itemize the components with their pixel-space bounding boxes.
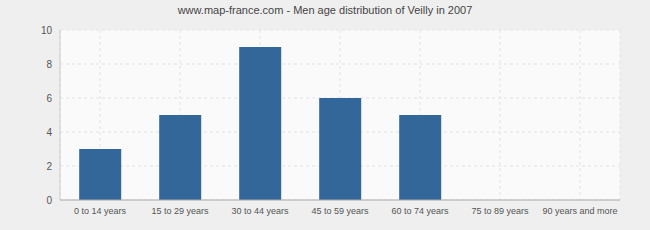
svg-text:75 to 89 years: 75 to 89 years [471,206,529,216]
svg-text:90 years and more: 90 years and more [542,206,617,216]
svg-text:45 to 59 years: 45 to 59 years [311,206,369,216]
svg-text:60 to 74 years: 60 to 74 years [391,206,449,216]
svg-text:6: 6 [46,93,52,104]
svg-text:15 to 29 years: 15 to 29 years [151,206,209,216]
svg-text:0: 0 [46,195,52,206]
svg-text:30 to 44 years: 30 to 44 years [231,206,289,216]
svg-text:4: 4 [46,127,52,138]
svg-text:2: 2 [46,161,52,172]
svg-text:0 to 14 years: 0 to 14 years [74,206,127,216]
svg-text:8: 8 [46,59,52,70]
html-text:www.map-france.com - Men age d: www.map-france.com - Men age distributio… [177,4,473,16]
svg-text:10: 10 [41,25,53,36]
